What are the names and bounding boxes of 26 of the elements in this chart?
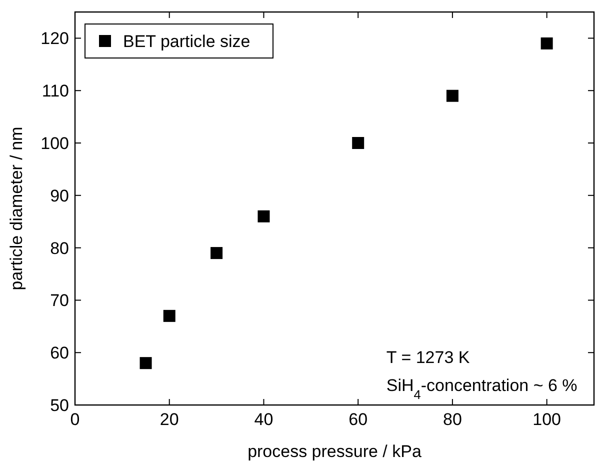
y-axis-title: particle diameter / nm <box>7 126 26 290</box>
x-tick-label: 40 <box>254 410 274 429</box>
point <box>163 310 176 322</box>
y-tick-label: 100 <box>40 134 69 153</box>
legend-label: BET particle size <box>123 32 250 51</box>
y-tick-label: 110 <box>42 82 69 101</box>
x-tick-label: 20 <box>160 410 179 429</box>
x-tick-label: 80 <box>442 410 462 429</box>
y-tick-label: 90 <box>50 186 69 206</box>
point <box>446 90 458 102</box>
point <box>210 247 223 260</box>
point <box>140 357 152 370</box>
point <box>540 37 553 50</box>
y-tick-label: 70 <box>50 291 69 310</box>
x-tick-label: 100 <box>532 410 562 429</box>
annotation: T = 1273 K <box>386 348 470 367</box>
annotation: SiH$_{4}$-concentration ~ 6 % <box>386 376 578 402</box>
x-tick-label: 60 <box>348 410 368 429</box>
y-tick-label: 60 <box>50 344 69 363</box>
y-tick-label: 120 <box>40 29 69 48</box>
x-axis-title: process pressure / kPa <box>248 442 422 461</box>
point <box>352 137 364 149</box>
point <box>258 210 270 222</box>
y-tick-label: 80 <box>50 238 69 258</box>
x-tick-label: 0 <box>70 410 80 429</box>
y-tick-label: 50 <box>50 396 69 415</box>
